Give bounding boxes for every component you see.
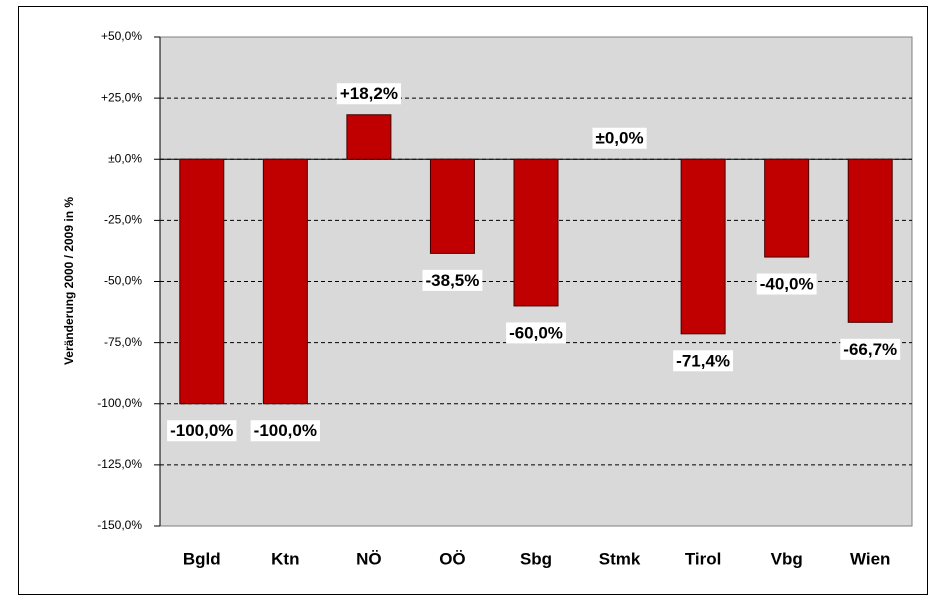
value-label-bg: [673, 350, 734, 372]
x-tick-label: Vbg: [771, 549, 803, 568]
y-tick-label: +50,0%: [101, 29, 142, 43]
x-tick-label: Stmk: [599, 549, 641, 568]
y-tick-label: -50,0%: [104, 274, 142, 288]
value-label: -100,0%: [254, 421, 317, 440]
x-tick-label: Ktn: [271, 549, 299, 568]
value-label: +18,2%: [340, 84, 398, 103]
y-tick-label: -75,0%: [104, 335, 142, 349]
x-tick-label: OÖ: [439, 549, 465, 568]
x-tick-label: NÖ: [356, 549, 382, 568]
value-label-bg: [506, 322, 566, 344]
bar: [513, 158, 559, 307]
bar: [429, 158, 475, 254]
bar: [764, 158, 810, 258]
x-tick-label: Bgld: [183, 549, 221, 568]
y-tick-label: ±0,0%: [108, 151, 142, 165]
value-label-bg: [422, 269, 483, 291]
value-label: ±0,0%: [596, 129, 644, 148]
value-label-bg: [167, 420, 237, 442]
y-tick-label: -125,0%: [97, 457, 142, 471]
y-tick-label: -150,0%: [97, 518, 142, 532]
bar: [179, 158, 225, 405]
bar: [262, 158, 308, 405]
value-label: -38,5%: [426, 271, 480, 290]
y-axis-label: Veränderung 2000 / 2009 in %: [62, 197, 76, 365]
value-label-bg: [250, 420, 320, 442]
value-label-bg: [840, 338, 901, 360]
value-label-bg: [756, 273, 817, 295]
value-label: -71,4%: [676, 351, 730, 370]
x-tick-label: Tirol: [685, 549, 722, 568]
value-label: -40,0%: [760, 275, 814, 294]
x-tick-label: Sbg: [520, 549, 552, 568]
bar: [680, 158, 726, 335]
value-label-bg: [336, 83, 401, 105]
y-tick-label: +25,0%: [101, 90, 142, 104]
value-label: -66,7%: [843, 340, 897, 359]
bar: [847, 158, 893, 323]
bar: [346, 114, 392, 160]
value-label-bg: [592, 127, 647, 149]
value-label: -100,0%: [170, 421, 233, 440]
value-label: -60,0%: [509, 323, 563, 342]
y-tick-label: -100,0%: [97, 396, 142, 410]
x-tick-label: Wien: [850, 549, 890, 568]
y-tick-label: -25,0%: [104, 213, 142, 227]
